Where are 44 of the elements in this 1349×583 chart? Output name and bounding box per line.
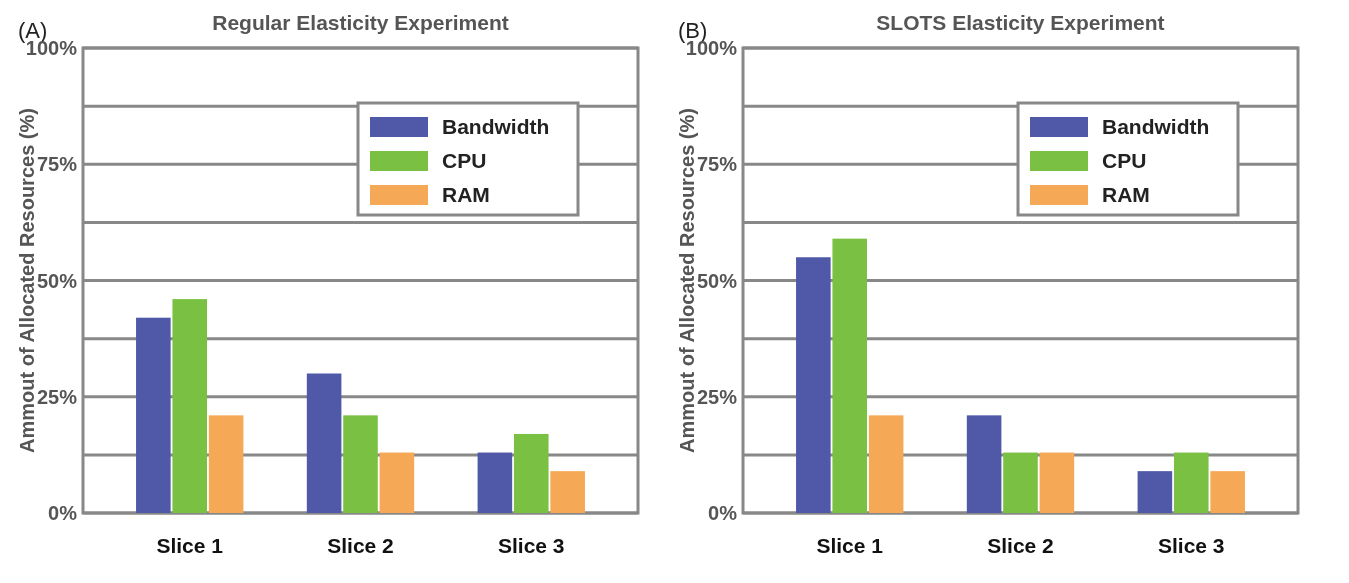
bar <box>1210 471 1245 513</box>
text: (A) <box>18 18 48 43</box>
y-axis-title: Ammout of Allocated Resources (%) <box>676 108 698 453</box>
bar <box>966 415 1002 513</box>
x-tick-label: Slice 2 <box>327 534 394 557</box>
bar <box>343 415 378 513</box>
bar <box>1173 452 1209 513</box>
bar <box>477 452 513 513</box>
bar <box>379 452 415 513</box>
y-tick-label: 25% <box>36 385 78 408</box>
legend-label: CPU <box>442 149 487 173</box>
bar <box>172 299 208 513</box>
bar <box>1003 452 1038 513</box>
bar <box>513 433 549 513</box>
legend-label: CPU <box>1102 149 1147 173</box>
text: (B) <box>678 18 708 43</box>
x-tick-label: Slice 1 <box>816 534 884 557</box>
chart-title: SLOTS Elasticity Experiment <box>876 11 1165 34</box>
chart-title: Regular Elasticity Experiment <box>212 11 509 34</box>
x-tick-label: Slice 3 <box>497 534 565 557</box>
legend-label: Bandwidth <box>1102 115 1210 139</box>
bar <box>306 373 342 513</box>
bar <box>796 257 831 513</box>
x-tick-label: Slice 1 <box>156 534 224 557</box>
bar <box>832 238 868 513</box>
bar <box>1137 471 1173 513</box>
legend-label: RAM <box>1102 183 1150 207</box>
x-tick-label: Slice 2 <box>987 534 1054 557</box>
y-tick-label: 50% <box>696 269 738 292</box>
bar <box>208 415 244 513</box>
bar <box>868 415 904 513</box>
y-axis-title: Ammout of Allocated Resources (%) <box>16 108 38 453</box>
y-tick-label: 75% <box>36 153 78 176</box>
y-tick-label: 50% <box>36 269 78 292</box>
legend-label: RAM <box>442 183 490 207</box>
y-tick-label: 0% <box>708 502 738 524</box>
y-tick-label: 25% <box>696 385 738 408</box>
legend-label: Bandwidth <box>442 115 550 139</box>
bar <box>550 471 585 513</box>
bar <box>1039 452 1075 513</box>
bar <box>136 317 171 513</box>
x-tick-label: Slice 3 <box>1157 534 1225 557</box>
y-tick-label: 0% <box>48 502 78 524</box>
y-tick-label: 75% <box>696 153 738 176</box>
